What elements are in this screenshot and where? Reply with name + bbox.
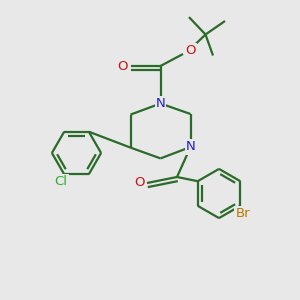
Text: O: O [118, 59, 128, 73]
Text: O: O [185, 44, 196, 58]
Text: O: O [134, 176, 145, 190]
Text: N: N [156, 97, 165, 110]
Text: Cl: Cl [55, 175, 68, 188]
Text: N: N [186, 140, 195, 154]
Text: Br: Br [236, 207, 250, 220]
